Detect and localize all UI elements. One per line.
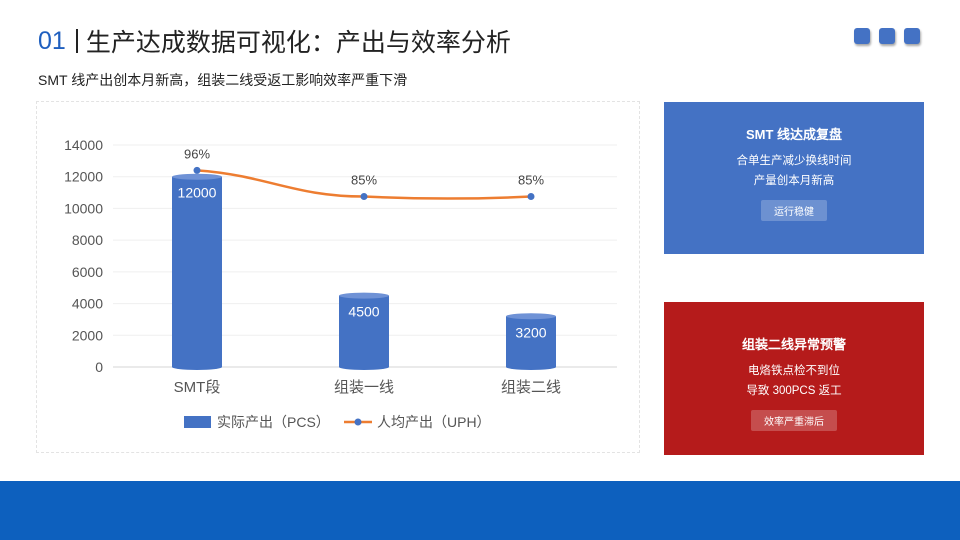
- status-button[interactable]: 效率严重滞后: [751, 410, 837, 431]
- legend-bar-label: 实际产出（PCS）: [217, 414, 330, 430]
- uph-data-label: 96%: [184, 146, 210, 161]
- section-number: 01: [38, 26, 66, 55]
- card-title: SMT 线达成复盘: [745, 127, 843, 142]
- card-line: 合单生产减少换线时间: [736, 155, 852, 167]
- y-tick-label: 4000: [72, 296, 103, 312]
- decor-square-icon: [904, 28, 920, 44]
- card-title: 组装二线异常预警: [741, 337, 846, 352]
- y-tick-label: 6000: [72, 264, 103, 280]
- bar: [172, 176, 222, 367]
- assembly-alert-card: 组装二线异常预警 电烙铁点检不到位 导致 300PCS 返工 效率严重滞后: [664, 302, 924, 455]
- bar-top: [506, 313, 556, 320]
- legend-line-label: 人均产出（UPH）: [377, 414, 491, 430]
- uph-data-label: 85%: [518, 173, 544, 188]
- title-divider: [75, 29, 78, 53]
- uph-point: [360, 193, 368, 201]
- card-line: 导致 300PCS 返工: [746, 385, 842, 397]
- card-line: 电烙铁点检不到位: [748, 365, 840, 377]
- y-tick-label: 2000: [72, 327, 103, 343]
- bar-top: [172, 173, 222, 180]
- bar: [506, 316, 556, 367]
- y-tick-label: 14000: [64, 137, 103, 153]
- title-text: 生产达成数据可视化：产出与效率分析: [85, 29, 511, 57]
- status-button[interactable]: 运行稳健: [761, 200, 827, 221]
- card-line: 产量创本月新高: [753, 175, 835, 187]
- uph-point: [193, 166, 201, 174]
- y-tick-label: 0: [95, 359, 103, 375]
- bar: [339, 295, 389, 367]
- decor-square-icon: [879, 28, 895, 44]
- x-tick-label: SMT段: [174, 379, 221, 396]
- uph-point: [527, 193, 535, 201]
- page-subtitle: SMT 线产出创本月新高，组装二线受返工影响效率严重下滑: [38, 72, 408, 88]
- smt-review-card: SMT 线达成复盘 合单生产减少换线时间 产量创本月新高 运行稳健: [664, 102, 924, 254]
- decorative-squares: [854, 28, 920, 44]
- bar-base: [339, 364, 389, 370]
- footer-band: [0, 481, 960, 540]
- y-tick-label: 8000: [72, 232, 103, 248]
- legend-line-marker: [354, 418, 362, 426]
- bar-data-label: 4500: [348, 304, 379, 320]
- decor-square-icon: [854, 28, 870, 44]
- bar-base: [172, 364, 222, 370]
- combo-chart: 0 2000 4000 6000 8000 10000 12000 14000 12000 450…: [64, 137, 617, 430]
- bar-top: [339, 292, 389, 299]
- bar-data-label: 12000: [178, 185, 217, 201]
- uph-data-label: 85%: [351, 173, 377, 188]
- y-tick-label: 12000: [64, 169, 103, 185]
- bar-data-label: 3200: [515, 324, 546, 340]
- y-tick-label: 10000: [64, 200, 103, 216]
- bar-base: [506, 364, 556, 370]
- x-tick-label: 组装一线: [334, 379, 394, 396]
- page-title: 01 生产达成数据可视化：产出与效率分析: [38, 24, 511, 58]
- legend-bar-swatch: [184, 416, 211, 428]
- x-tick-label: 组装二线: [501, 379, 561, 396]
- chart-panel: 0 2000 4000 6000 8000 10000 12000 14000 12000 450…: [36, 101, 640, 453]
